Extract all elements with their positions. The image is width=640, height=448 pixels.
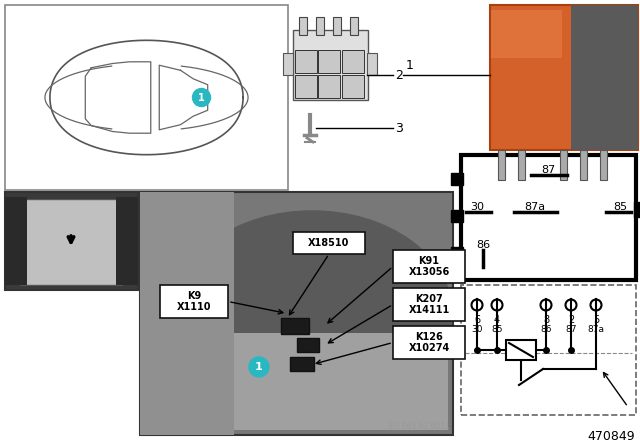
Text: 1: 1 xyxy=(255,362,263,372)
Bar xyxy=(5,5,288,190)
Bar xyxy=(393,288,465,321)
Bar xyxy=(367,53,377,75)
Bar xyxy=(318,75,340,98)
Text: 87: 87 xyxy=(541,165,556,175)
Text: K91
X13056: K91 X13056 xyxy=(408,256,450,277)
Bar xyxy=(291,357,314,371)
Bar xyxy=(342,75,364,98)
Bar xyxy=(572,5,638,150)
Bar xyxy=(393,326,465,359)
Text: 2: 2 xyxy=(395,69,403,82)
Text: 87: 87 xyxy=(565,325,577,334)
Text: 4: 4 xyxy=(494,315,500,325)
Text: 86: 86 xyxy=(476,240,490,250)
Bar xyxy=(5,192,138,290)
Bar xyxy=(145,333,448,430)
Bar xyxy=(299,17,307,35)
Bar xyxy=(295,50,317,73)
Ellipse shape xyxy=(172,210,453,417)
Bar xyxy=(140,192,453,435)
Text: 87a: 87a xyxy=(588,325,605,334)
Bar xyxy=(333,17,341,35)
Polygon shape xyxy=(10,200,133,285)
Bar xyxy=(296,338,319,352)
Bar xyxy=(580,150,587,180)
Bar xyxy=(393,250,465,283)
Text: 86: 86 xyxy=(540,325,552,334)
Bar xyxy=(461,285,636,415)
FancyBboxPatch shape xyxy=(490,5,638,150)
Bar xyxy=(140,192,234,435)
Bar xyxy=(283,53,293,75)
Bar xyxy=(600,150,607,180)
Text: 8: 8 xyxy=(543,315,549,325)
Text: X18510: X18510 xyxy=(308,238,349,248)
Bar xyxy=(316,17,324,35)
Bar xyxy=(318,50,340,73)
FancyBboxPatch shape xyxy=(491,10,562,58)
Circle shape xyxy=(249,357,269,377)
Bar xyxy=(293,232,365,254)
Bar xyxy=(498,150,505,180)
Text: 87a: 87a xyxy=(524,202,545,212)
Bar xyxy=(634,202,640,217)
Bar xyxy=(5,197,27,285)
Bar xyxy=(293,30,368,100)
Text: 30: 30 xyxy=(470,202,484,212)
Bar xyxy=(560,150,567,180)
Bar xyxy=(518,150,525,180)
Text: 1: 1 xyxy=(198,92,205,103)
Bar xyxy=(506,340,536,360)
Text: 470849: 470849 xyxy=(588,430,635,443)
Text: 6: 6 xyxy=(474,315,480,325)
Bar xyxy=(451,247,463,259)
Bar xyxy=(461,155,636,280)
Text: EO E61 61 0011: EO E61 61 0011 xyxy=(389,422,450,431)
Bar xyxy=(451,210,463,222)
Text: 2: 2 xyxy=(568,315,574,325)
Text: 5: 5 xyxy=(593,315,599,325)
Bar xyxy=(160,285,228,318)
Text: 30: 30 xyxy=(471,325,483,334)
Text: 85: 85 xyxy=(613,202,627,212)
Bar xyxy=(116,197,138,285)
Bar xyxy=(350,17,358,35)
Circle shape xyxy=(193,89,211,107)
Bar xyxy=(342,50,364,73)
Text: 1: 1 xyxy=(406,59,414,72)
Text: K9
X1110: K9 X1110 xyxy=(177,291,211,312)
Bar xyxy=(295,75,317,98)
Text: K126
X10274: K126 X10274 xyxy=(408,332,450,353)
Bar xyxy=(451,173,463,185)
Text: 3: 3 xyxy=(395,121,403,134)
Text: K207
X14111: K207 X14111 xyxy=(408,294,450,315)
Text: 85: 85 xyxy=(492,325,503,334)
Bar xyxy=(281,319,309,334)
